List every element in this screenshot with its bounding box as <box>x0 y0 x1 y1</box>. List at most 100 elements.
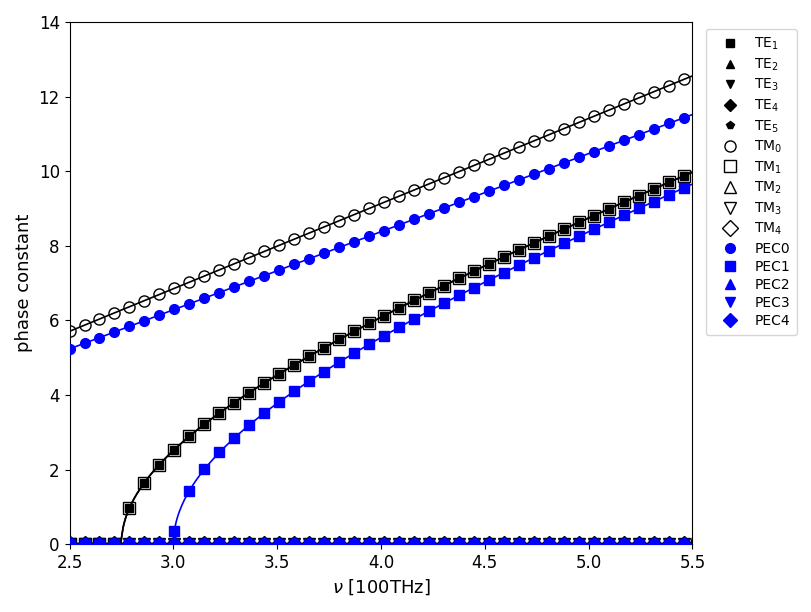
TE$_5$ <box>543 540 553 548</box>
TE$_3$ <box>319 540 328 548</box>
TM$_2$ <box>184 540 194 548</box>
Line: PEC0: PEC0 <box>65 113 688 354</box>
PEC2 <box>588 540 598 548</box>
PEC2 <box>439 540 448 548</box>
TM$_4$ <box>79 540 89 548</box>
TE$_5$ <box>139 540 149 548</box>
TM$_1$ <box>543 233 553 240</box>
TM$_2$ <box>304 540 314 548</box>
PEC3 <box>79 540 89 548</box>
TM$_4$ <box>423 540 433 548</box>
TM$_3$ <box>678 540 688 548</box>
PEC1 <box>603 218 613 226</box>
PEC1 <box>319 368 328 375</box>
PEC3 <box>95 540 105 548</box>
TM$_4$ <box>588 540 598 548</box>
TE$_1$ <box>244 389 254 396</box>
PEC3 <box>618 540 628 548</box>
TM$_4$ <box>529 540 539 548</box>
TM$_0$ <box>558 125 568 132</box>
TE$_5$ <box>393 540 403 548</box>
TE$_4$ <box>393 540 403 548</box>
PEC0 <box>79 340 89 347</box>
TM$_1$ <box>274 370 284 378</box>
PEC0 <box>393 221 403 228</box>
TE$_2$ <box>558 540 568 548</box>
PEC0 <box>423 210 433 217</box>
TM$_3$ <box>274 540 284 548</box>
PEC3 <box>244 540 254 548</box>
PEC4 <box>124 540 134 548</box>
TM$_4$ <box>648 540 658 548</box>
TE$_1$ <box>588 212 598 219</box>
TM$_4$ <box>230 540 239 548</box>
TE$_5$ <box>633 540 643 548</box>
Line: TE$_2$: TE$_2$ <box>65 540 687 548</box>
TM$_2$ <box>200 540 209 548</box>
TM$_4$ <box>543 540 553 548</box>
PEC3 <box>513 540 523 548</box>
TE$_4$ <box>618 540 628 548</box>
PEC1 <box>513 261 523 269</box>
TE$_1$ <box>453 275 463 282</box>
TM$_2$ <box>379 540 388 548</box>
TE$_1$ <box>529 239 539 247</box>
PEC3 <box>214 540 224 548</box>
TM$_2$ <box>648 540 658 548</box>
Line: PEC4: PEC4 <box>65 539 688 549</box>
TE$_3$ <box>124 540 134 548</box>
TM$_4$ <box>618 540 628 548</box>
TM$_2$ <box>618 540 628 548</box>
TE$_4$ <box>304 540 314 548</box>
Line: PEC1: PEC1 <box>65 183 688 549</box>
PEC4 <box>423 540 433 548</box>
TM$_2$ <box>588 540 598 548</box>
PEC0 <box>409 215 418 223</box>
PEC0 <box>499 182 508 189</box>
TE$_4$ <box>469 540 478 548</box>
TE$_5$ <box>244 540 254 548</box>
TM$_0$ <box>304 230 314 237</box>
PEC0 <box>124 323 134 330</box>
TE$_2$ <box>244 540 254 548</box>
TE$_3$ <box>588 540 598 548</box>
TE$_3$ <box>274 540 284 548</box>
TE$_4$ <box>529 540 539 548</box>
TM$_1$ <box>169 446 179 453</box>
Y-axis label: phase constant: phase constant <box>15 214 33 353</box>
PEC4 <box>65 540 75 548</box>
TE$_2$ <box>513 540 523 548</box>
TM$_1$ <box>184 433 194 440</box>
X-axis label: $\nu$ [100THz]: $\nu$ [100THz] <box>331 578 430 597</box>
PEC3 <box>633 540 643 548</box>
PEC1 <box>529 254 539 261</box>
PEC2 <box>95 540 105 548</box>
PEC0 <box>633 131 643 138</box>
TE$_3$ <box>95 540 105 548</box>
PEC2 <box>364 540 374 548</box>
TE$_3$ <box>364 540 374 548</box>
PEC2 <box>169 540 179 548</box>
PEC0 <box>483 187 493 195</box>
TM$_2$ <box>334 540 344 548</box>
TE$_1$ <box>543 233 553 240</box>
TM$_1$ <box>603 205 613 212</box>
PEC0 <box>230 283 239 291</box>
TM$_2$ <box>393 540 403 548</box>
PEC0 <box>603 143 613 150</box>
PEC3 <box>423 540 433 548</box>
TM$_1$ <box>513 246 523 253</box>
PEC3 <box>529 540 539 548</box>
Line: TE$_3$: TE$_3$ <box>65 540 687 548</box>
TM$_0$ <box>364 205 374 212</box>
TE$_3$ <box>529 540 539 548</box>
PEC0 <box>259 272 268 279</box>
TE$_4$ <box>483 540 493 548</box>
PEC2 <box>499 540 508 548</box>
TE$_2$ <box>529 540 539 548</box>
TM$_1$ <box>364 319 374 327</box>
PEC2 <box>274 540 284 548</box>
TE$_3$ <box>349 540 358 548</box>
TE$_1$ <box>648 185 658 193</box>
Line: TM$_1$: TM$_1$ <box>64 170 689 550</box>
